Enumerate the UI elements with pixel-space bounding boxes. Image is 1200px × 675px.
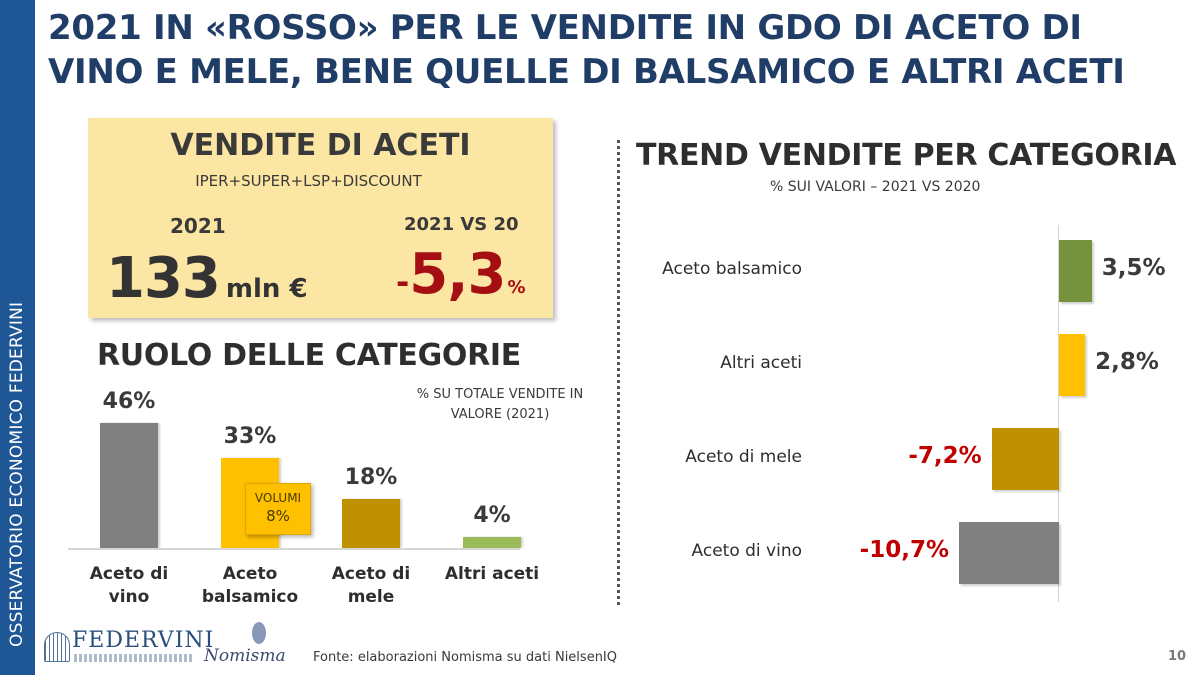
federvini-logo: FEDERVINI [44, 628, 213, 668]
dotted-divider [617, 140, 620, 605]
kpi-value: 133 mln € [106, 246, 308, 311]
page-title-line2: VINO E MELE, BENE QUELLE DI BALSAMICO E … [48, 52, 1125, 92]
trend-bar [1059, 240, 1092, 302]
roles-bar-value: 33% [223, 424, 277, 450]
federvini-emblem-icon [44, 632, 70, 662]
roles-bar-category: Aceto di mele [331, 564, 411, 607]
trend-bar-category: Aceto di vino [691, 541, 802, 561]
roles-bar-category: Aceto balsamico [201, 564, 299, 607]
kpi-delta-sign: - [396, 263, 410, 301]
kpi-subtitle: IPER+SUPER+LSP+DISCOUNT [195, 172, 422, 190]
trend-bar-value: -10,7% [859, 537, 949, 563]
volumi-callout: VOLUMI 8% [245, 483, 311, 535]
nomisma-logo: Nomisma [200, 622, 295, 670]
page-title: 2021 IN «ROSSO» PER LE VENDITE IN GDO DI… [48, 6, 1188, 94]
volumi-value: 8% [266, 507, 290, 525]
roles-subtitle-line2: VALORE (2021) [450, 407, 550, 422]
trend-bar-category: Aceto balsamico [662, 259, 802, 279]
sidebar-band: OSSERVATORIO ECONOMICO FEDERVINI [0, 0, 35, 675]
page-title-line1: 2021 IN «ROSSO» PER LE VENDITE IN GDO DI… [48, 8, 1082, 48]
roles-bar-value: 18% [344, 465, 398, 491]
trend-bar-value: 2,8% [1095, 349, 1159, 375]
trend-chart-zero-axis [1058, 225, 1059, 602]
roles-bar-value: 46% [102, 389, 156, 414]
roles-bar-value: 4% [473, 503, 511, 529]
volumi-label: VOLUMI [254, 491, 302, 505]
roles-bar [100, 423, 158, 548]
trend-bar [991, 428, 1059, 490]
roles-chart-title: RUOLO DELLE CATEGORIE [97, 338, 521, 373]
kpi-delta: -5,3% [396, 242, 526, 307]
kpi-value-number: 133 [106, 246, 221, 311]
trend-bar-category: Aceto di mele [685, 447, 802, 467]
roles-chart-subtitle: % SU TOTALE VENDITE IN VALORE (2021) [390, 385, 610, 425]
federvini-wordmark: FEDERVINI [72, 628, 215, 653]
kpi-value-unit: mln € [225, 274, 308, 304]
roles-bar-category: Aceto di vino [89, 564, 169, 607]
roles-bar [463, 537, 521, 548]
kpi-delta-number: 5,3 [409, 242, 506, 307]
roles-bar [342, 499, 400, 548]
roles-bar-category: Altri aceti [444, 564, 540, 584]
trend-bar [1059, 334, 1086, 396]
trend-bar-category: Altri aceti [720, 353, 802, 373]
trend-bar-value: -7,2% [908, 443, 982, 469]
trend-chart-subtitle: % SUI VALORI – 2021 VS 2020 [770, 179, 981, 195]
source-note: Fonte: elaborazioni Nomisma su dati Niel… [313, 650, 617, 665]
trend-chart-title: TREND VENDITE PER CATEGORIA [636, 138, 1177, 173]
nomisma-emblem-icon [252, 622, 266, 644]
kpi-year-label: 2021 [170, 214, 226, 238]
kpi-title: VENDITE DI ACETI [170, 128, 471, 163]
sidebar-text: OSSERVATORIO ECONOMICO FEDERVINI [7, 301, 27, 647]
kpi-delta-pct: % [507, 277, 526, 298]
roles-chart-baseline [68, 548, 520, 550]
page-number: 10 [1168, 649, 1187, 664]
federvini-tagline [74, 654, 194, 662]
trend-bar-value: 3,5% [1101, 255, 1166, 281]
nomisma-wordmark: Nomisma [204, 646, 286, 666]
kpi-vs-label: 2021 VS 20 [404, 214, 519, 235]
roles-subtitle-line1: % SU TOTALE VENDITE IN [416, 387, 584, 402]
kpi-card: VENDITE DI ACETI IPER+SUPER+LSP+DISCOUNT… [88, 118, 553, 318]
trend-bar [959, 522, 1059, 584]
